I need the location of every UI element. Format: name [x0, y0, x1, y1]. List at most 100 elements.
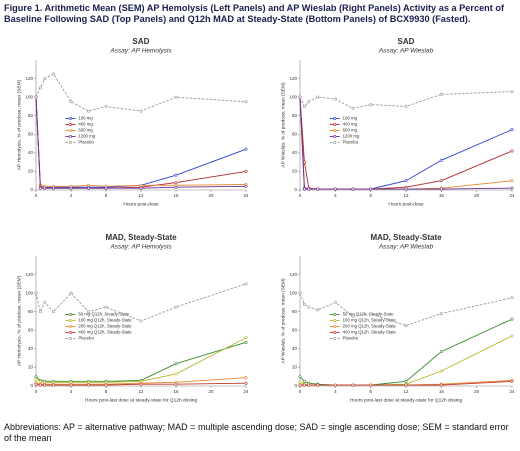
- y-tick-label: 40: [292, 346, 298, 351]
- series-line: [299, 97, 513, 190]
- data-point: [510, 296, 514, 300]
- data-point: [510, 128, 514, 132]
- y-tick-label: 80: [28, 309, 34, 314]
- x-tick-label: 12: [403, 389, 409, 394]
- data-point: [351, 383, 355, 387]
- y-axis-label: AP Hemolysis, % of predose, mean (SEM): [16, 275, 22, 366]
- y-tick-label: 0: [30, 187, 33, 192]
- legend-marker: [333, 318, 337, 322]
- legend-marker: [68, 135, 72, 139]
- x-axis-label: Hours post-dose: [123, 201, 159, 207]
- x-tick-label: 12: [138, 389, 144, 394]
- y-tick-label: 40: [292, 150, 298, 155]
- x-tick-label: 12: [403, 193, 409, 198]
- data-point: [404, 179, 408, 183]
- data-point: [51, 72, 55, 76]
- x-tick-label: 20: [474, 193, 480, 198]
- data-point: [307, 305, 311, 309]
- data-point: [174, 305, 178, 309]
- series-line: [35, 73, 247, 112]
- data-point: [510, 334, 514, 338]
- y-tick-label: 0: [294, 187, 297, 192]
- x-tick-label: 0: [299, 193, 302, 198]
- legend-label: 100 mg Q12h, Steady-State: [343, 318, 397, 323]
- data-point: [369, 103, 373, 107]
- data-point: [51, 310, 55, 314]
- y-tick-label: 80: [28, 113, 34, 118]
- data-point: [302, 379, 306, 383]
- panel-subtitle: Assay: AP Hemolysis: [109, 48, 172, 55]
- x-tick-label: 16: [439, 193, 445, 198]
- legend-label: 400 mg Q12h, Steady-State: [78, 330, 132, 335]
- data-point: [369, 383, 373, 387]
- legend-label: Placebo: [78, 140, 94, 145]
- data-point: [439, 187, 443, 191]
- y-axis-label: AP Wieslab, % of predose, mean (SEM): [280, 278, 286, 364]
- series-line: [35, 97, 247, 189]
- series-line: [299, 335, 513, 386]
- x-tick-label: 8: [369, 193, 372, 198]
- panel-title: SAD: [133, 37, 150, 46]
- legend-label: 100 mg Q12h, Steady-State: [78, 318, 132, 323]
- data-point: [244, 381, 248, 385]
- data-point: [351, 106, 355, 110]
- data-point: [298, 95, 302, 99]
- y-tick-label: 100: [289, 94, 297, 99]
- y-tick-label: 60: [292, 327, 298, 332]
- y-tick-label: 20: [28, 365, 34, 370]
- data-point: [369, 312, 373, 316]
- y-axis-label: AP Hemolysis, % of predose, mean (SEM): [16, 79, 22, 170]
- y-tick-label: 80: [292, 113, 298, 118]
- y-tick-label: 120: [289, 76, 297, 81]
- legend-marker: [333, 330, 337, 334]
- data-point: [439, 369, 443, 373]
- data-point: [333, 300, 337, 304]
- data-point: [351, 187, 355, 191]
- legend-marker: [68, 336, 72, 340]
- y-tick-label: 60: [292, 131, 298, 136]
- legend-marker: [68, 312, 72, 316]
- data-point: [307, 100, 311, 104]
- data-point: [510, 186, 514, 190]
- data-point: [34, 95, 38, 99]
- data-point: [38, 383, 42, 387]
- legend-label: 1200 mg: [343, 134, 360, 139]
- data-point: [34, 377, 38, 381]
- data-point: [298, 380, 302, 384]
- x-tick-label: 0: [299, 389, 302, 394]
- y-tick-label: 0: [30, 383, 33, 388]
- x-tick-label: 8: [369, 389, 372, 394]
- legend-label: Placebo: [343, 140, 359, 145]
- legend-marker: [68, 129, 72, 133]
- x-tick-label: 20: [474, 389, 480, 394]
- data-point: [244, 147, 248, 151]
- data-point: [69, 291, 73, 295]
- data-point: [87, 183, 91, 187]
- data-point: [298, 383, 302, 387]
- data-point: [298, 291, 302, 295]
- x-axis-label: Hours post-last dose at steady-state for…: [85, 397, 198, 403]
- data-point: [439, 383, 443, 387]
- data-point: [139, 109, 143, 113]
- legend-label: 50 mg Q12h, Steady-State: [78, 312, 129, 317]
- legend-marker: [68, 141, 72, 145]
- legend-label: 400 mg: [343, 122, 358, 127]
- y-tick-label: 100: [25, 290, 33, 295]
- y-tick-label: 40: [28, 346, 34, 351]
- legend-marker: [333, 135, 337, 139]
- series-line: [299, 97, 513, 190]
- data-point: [307, 383, 311, 387]
- data-point: [43, 300, 47, 304]
- data-point: [439, 179, 443, 183]
- y-axis-label: AP Wieslab, % of predose, mean (SEM): [280, 82, 286, 168]
- panel-subtitle: Assay: AP Wieslab: [378, 244, 434, 251]
- data-point: [351, 314, 355, 318]
- x-tick-label: 4: [334, 389, 337, 394]
- x-tick-label: 4: [70, 193, 73, 198]
- data-point: [244, 336, 248, 340]
- panel-title: MAD, Steady-State: [105, 233, 177, 242]
- legend-marker: [68, 123, 72, 127]
- data-point: [38, 310, 42, 314]
